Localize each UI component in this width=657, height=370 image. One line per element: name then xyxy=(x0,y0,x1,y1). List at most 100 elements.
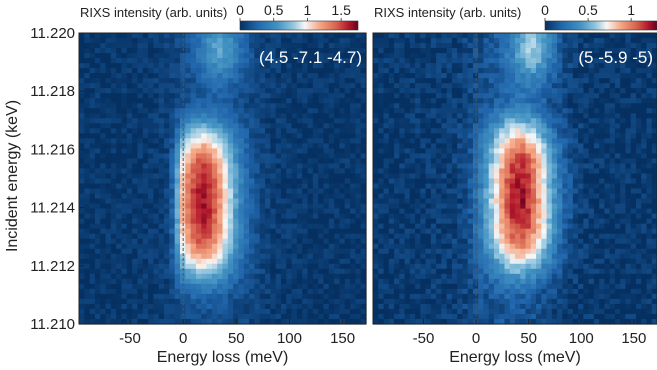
heatmap-cell xyxy=(211,48,218,54)
heatmap-cell xyxy=(126,313,133,320)
heatmap-cell xyxy=(169,178,176,185)
heatmap-cell xyxy=(158,73,165,79)
heatmap-cell xyxy=(635,73,642,79)
heatmap-cell xyxy=(222,143,229,149)
heatmap-cell xyxy=(409,173,416,180)
heatmap-cell xyxy=(137,243,144,250)
heatmap-cell xyxy=(525,148,532,155)
heatmap-cell xyxy=(420,158,427,165)
heatmap-cell xyxy=(254,178,261,185)
heatmap-cell xyxy=(572,158,579,165)
heatmap-cell xyxy=(249,243,255,250)
heatmap-cell xyxy=(339,203,346,210)
heatmap-cell xyxy=(630,178,637,185)
heatmap-cell xyxy=(599,163,606,170)
heatmap-cell xyxy=(415,168,421,175)
heatmap-cell xyxy=(420,48,427,54)
heatmap-cell xyxy=(201,218,208,225)
heatmap-cell xyxy=(185,113,192,119)
heatmap-cell xyxy=(142,33,149,39)
heatmap-cell xyxy=(355,68,362,74)
heatmap-cell xyxy=(509,198,516,205)
heatmap-cell xyxy=(323,223,330,230)
heatmap-cell xyxy=(286,208,293,215)
heatmap-cell xyxy=(195,38,202,44)
heatmap-cell xyxy=(530,178,537,185)
heatmap-cell xyxy=(84,123,91,129)
heatmap-cell xyxy=(79,223,85,230)
heatmap-cell xyxy=(567,138,574,144)
heatmap-cell xyxy=(588,178,595,185)
heatmap-cell xyxy=(399,193,406,200)
heatmap-cell xyxy=(651,73,657,79)
heatmap-cell xyxy=(641,98,648,104)
heatmap-cell xyxy=(222,43,229,49)
heatmap-cell xyxy=(302,108,309,114)
heatmap-cell xyxy=(462,133,469,139)
heatmap-cell xyxy=(541,98,548,104)
heatmap-cell xyxy=(604,38,611,44)
heatmap-cell xyxy=(307,63,314,69)
heatmap-cell xyxy=(635,178,642,185)
heatmap-cell xyxy=(551,123,558,129)
heatmap-cell xyxy=(504,183,511,190)
heatmap-cell xyxy=(233,178,240,185)
heatmap-cell xyxy=(116,308,123,315)
heatmap-cell xyxy=(425,163,432,170)
heatmap-cell xyxy=(630,153,637,160)
heatmap-cell xyxy=(546,193,553,200)
heatmap-cell xyxy=(291,308,298,315)
heatmap-cell xyxy=(499,53,506,59)
heatmap-cell xyxy=(222,113,229,119)
heatmap-cell xyxy=(116,228,123,235)
heatmap-cell xyxy=(195,98,202,104)
heatmap-cell xyxy=(217,103,224,109)
heatmap-cell xyxy=(604,78,611,84)
heatmap-cell xyxy=(583,173,590,180)
heatmap-cell xyxy=(280,38,287,44)
heatmap-cell xyxy=(169,273,176,280)
heatmap-cell xyxy=(541,168,548,175)
heatmap-cell xyxy=(265,183,271,190)
heatmap-cell xyxy=(562,73,569,79)
heatmap-cell xyxy=(201,293,208,300)
heatmap-cell xyxy=(121,158,128,165)
heatmap-cell xyxy=(265,123,271,129)
heatmap-cell xyxy=(360,133,367,139)
heatmap-cell xyxy=(630,148,637,155)
heatmap-cell xyxy=(478,93,485,99)
heatmap-cell xyxy=(312,318,319,325)
heatmap-cell xyxy=(158,48,165,54)
heatmap-cell xyxy=(625,38,632,44)
heatmap-cell xyxy=(116,118,123,124)
heatmap-cell xyxy=(238,53,245,59)
heatmap-cell xyxy=(116,233,123,240)
heatmap-cell xyxy=(551,128,558,134)
heatmap-cell xyxy=(328,33,335,39)
heatmap-cell xyxy=(307,223,314,230)
heatmap-cell xyxy=(609,148,616,155)
heatmap-cell xyxy=(625,128,632,134)
heatmap-cell xyxy=(79,113,85,119)
heatmap-cell xyxy=(504,198,511,205)
heatmap-cell xyxy=(201,138,208,144)
heatmap-cell xyxy=(137,203,144,210)
heatmap-cell xyxy=(509,103,516,109)
heatmap-cell xyxy=(546,78,553,84)
heatmap-cell xyxy=(499,63,506,69)
heatmap-cell xyxy=(323,113,330,119)
heatmap-cell xyxy=(105,153,112,160)
heatmap-cell xyxy=(488,198,495,205)
heatmap-cell xyxy=(211,318,218,325)
heatmap-cell xyxy=(415,188,421,195)
heatmap-cell xyxy=(312,43,319,49)
heatmap-cell xyxy=(651,98,657,104)
heatmap-cell xyxy=(153,58,160,64)
heatmap-cell xyxy=(148,208,154,215)
heatmap-cell xyxy=(430,83,437,89)
heatmap-cell xyxy=(174,188,181,195)
heatmap-cell xyxy=(641,183,648,190)
heatmap-cell xyxy=(378,148,385,155)
heatmap-cell xyxy=(89,73,96,79)
heatmap-cell xyxy=(142,58,149,64)
